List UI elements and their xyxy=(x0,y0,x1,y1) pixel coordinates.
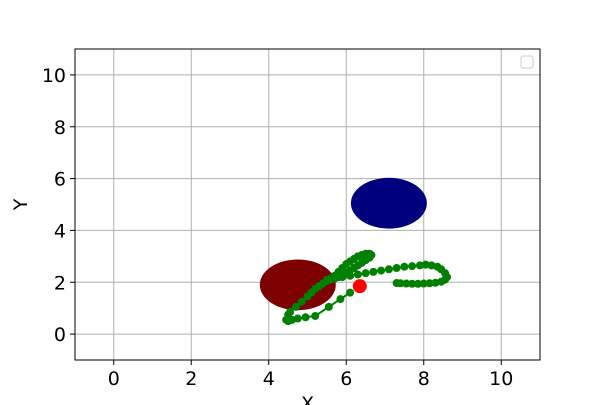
obstacles xyxy=(259,177,427,311)
start-segment-point xyxy=(346,288,355,297)
trajectory-point xyxy=(361,269,370,278)
target-point xyxy=(352,279,367,294)
trajectory-point xyxy=(291,302,300,311)
trajectory-point xyxy=(353,270,362,279)
trajectory-point xyxy=(431,278,440,287)
x-tick-label: 8 xyxy=(418,368,430,390)
obstacle xyxy=(259,259,336,311)
trajectory-point xyxy=(330,274,339,283)
x-tick-label: 6 xyxy=(340,368,352,390)
start-segment-point xyxy=(301,313,310,322)
trajectory-point xyxy=(369,267,378,276)
trajectory-point xyxy=(377,266,386,275)
trajectory-point xyxy=(402,279,411,288)
trajectory-point xyxy=(421,260,430,269)
y-tick-label: 4 xyxy=(54,220,66,242)
trajectory-point xyxy=(408,262,417,271)
y-tick-label: 10 xyxy=(42,65,66,87)
target-marker xyxy=(352,279,367,294)
start-segment-point xyxy=(324,302,333,311)
trajectory-point xyxy=(415,261,424,270)
trajectory-point xyxy=(338,273,347,282)
x-axis-ticks: 0 2 4 6 8 10 xyxy=(108,360,513,390)
x-tick-label: 10 xyxy=(489,368,513,390)
x-tick-label: 4 xyxy=(263,368,275,390)
trajectory-point xyxy=(384,265,393,274)
start-segment-point xyxy=(311,311,320,320)
trajectory-point xyxy=(392,279,401,288)
trajectory-point xyxy=(392,263,401,272)
trajectory-point xyxy=(419,279,428,288)
start-segment-point xyxy=(336,295,345,304)
y-tick-label: 0 xyxy=(54,324,66,346)
legend-box xyxy=(520,55,534,69)
trajectory-point xyxy=(286,308,295,317)
y-tick-label: 8 xyxy=(54,117,66,139)
trajectory-point xyxy=(400,262,409,271)
trajectory-point xyxy=(322,275,331,284)
trajectory-point xyxy=(297,297,306,306)
trajectory-point xyxy=(346,271,355,280)
x-tick-label: 2 xyxy=(185,368,197,390)
start-segment-point xyxy=(293,314,302,323)
y-tick-label: 6 xyxy=(54,169,66,191)
x-axis-label: X xyxy=(301,393,314,405)
trajectory-point xyxy=(413,279,422,288)
obstacle xyxy=(350,177,427,229)
plot-frame xyxy=(74,48,541,361)
y-tick-label: 2 xyxy=(54,272,66,294)
y-axis-label: Y xyxy=(10,198,32,211)
trajectory xyxy=(282,249,451,326)
x-tick-label: 0 xyxy=(108,368,120,390)
trajectory-point xyxy=(408,279,417,288)
trajectory-point xyxy=(425,279,434,288)
y-axis-ticks: 0 2 4 6 8 10 xyxy=(42,65,75,346)
